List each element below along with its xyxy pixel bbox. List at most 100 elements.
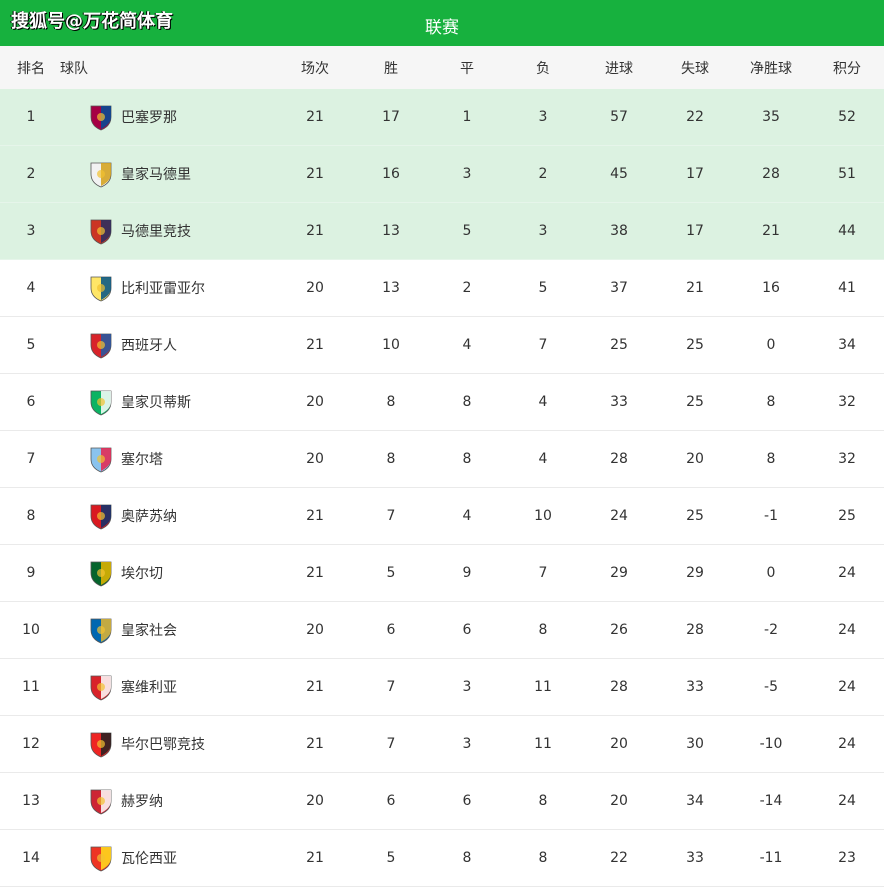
- team-cell[interactable]: 埃尔切: [88, 545, 278, 601]
- goals-for: 24: [610, 508, 628, 524]
- drawn: 1: [462, 109, 472, 125]
- table-row[interactable]: 5 西班牙人 21 10 4 7 25 25 0 34: [0, 317, 884, 374]
- table-row[interactable]: 2 皇家马德里 21 16 3 2 45 17 28 51: [0, 146, 884, 203]
- played: 21: [306, 565, 324, 581]
- team-name: 塞尔塔: [121, 452, 163, 468]
- table-row[interactable]: 6 皇家贝蒂斯 20 8 8 4 33 25 8 32: [0, 374, 884, 431]
- table-row[interactable]: 1 巴塞罗那 21 17 1 3 57 22 35 52: [0, 89, 884, 146]
- table-row[interactable]: 13 赫罗纳 20 6 6 8 20 34 -14 24: [0, 773, 884, 830]
- lost: 8: [538, 793, 548, 809]
- goal-diff: -1: [764, 508, 778, 524]
- team-name: 埃尔切: [121, 566, 163, 582]
- played: 21: [306, 223, 324, 239]
- goal-diff: 8: [766, 451, 776, 467]
- won: 5: [386, 850, 396, 866]
- won: 8: [386, 451, 396, 467]
- team-cell[interactable]: 奥萨苏纳: [88, 488, 278, 544]
- team-cell[interactable]: 塞维利亚: [88, 659, 278, 715]
- team-name: 皇家贝蒂斯: [121, 395, 191, 411]
- goal-diff: 16: [762, 280, 780, 296]
- lost: 7: [538, 337, 548, 353]
- won: 7: [386, 679, 396, 695]
- played: 21: [306, 850, 324, 866]
- rank: 1: [26, 109, 36, 125]
- lost: 11: [534, 679, 552, 695]
- goals-for: 28: [610, 679, 628, 695]
- points: 44: [838, 223, 856, 239]
- elche-crest-icon: [90, 561, 112, 587]
- goals-for: 38: [610, 223, 628, 239]
- standings-table: 1 巴塞罗那 21 17 1 3 57 22 35 52 2 皇家马德里 21 16 3 2 45 17 2…: [0, 89, 884, 887]
- page-title: 联赛: [425, 18, 459, 38]
- lost: 5: [538, 280, 548, 296]
- played: 20: [306, 451, 324, 467]
- team-cell[interactable]: 皇家马德里: [88, 146, 278, 202]
- goal-diff: 0: [766, 565, 776, 581]
- espanyol-crest-icon: [90, 333, 112, 359]
- team-cell[interactable]: 赫罗纳: [88, 773, 278, 829]
- goals-against: 25: [686, 394, 704, 410]
- team-cell[interactable]: 巴塞罗那: [88, 89, 278, 145]
- col-header-lost: 负: [536, 60, 550, 77]
- top-bar: 搜狐号@万花简体育 联赛: [0, 0, 884, 46]
- col-header-won: 胜: [384, 60, 398, 77]
- team-cell[interactable]: 西班牙人: [88, 317, 278, 373]
- goal-diff: 21: [762, 223, 780, 239]
- lost: 8: [538, 850, 548, 866]
- points: 52: [838, 109, 856, 125]
- won: 8: [386, 394, 396, 410]
- barcelona-crest-icon: [90, 105, 112, 131]
- table-row[interactable]: 8 奥萨苏纳 21 7 4 10 24 25 -1 25: [0, 488, 884, 545]
- lost: 3: [538, 109, 548, 125]
- real-sociedad-crest-icon: [90, 618, 112, 644]
- points: 41: [838, 280, 856, 296]
- goals-for: 45: [610, 166, 628, 182]
- rank: 2: [26, 166, 36, 182]
- lost: 7: [538, 565, 548, 581]
- col-header-team: 球队: [60, 60, 88, 77]
- col-header-goals-for: 进球: [605, 60, 633, 77]
- team-cell[interactable]: 瓦伦西亚: [88, 830, 278, 886]
- points: 24: [838, 565, 856, 581]
- watermark: 搜狐号@万花简体育: [11, 11, 173, 32]
- team-cell[interactable]: 马德里竞技: [88, 203, 278, 259]
- table-row[interactable]: 12 毕尔巴鄂竞技 21 7 3 11 20 30 -10 24: [0, 716, 884, 773]
- rank: 14: [22, 850, 40, 866]
- team-name: 比利亚雷亚尔: [121, 281, 205, 297]
- table-row[interactable]: 11 塞维利亚 21 7 3 11 28 33 -5 24: [0, 659, 884, 716]
- team-cell[interactable]: 比利亚雷亚尔: [88, 260, 278, 316]
- drawn: 4: [462, 337, 472, 353]
- team-cell[interactable]: 皇家社会: [88, 602, 278, 658]
- team-cell[interactable]: 塞尔塔: [88, 431, 278, 487]
- won: 16: [382, 166, 400, 182]
- table-row[interactable]: 7 塞尔塔 20 8 8 4 28 20 8 32: [0, 431, 884, 488]
- rank: 3: [26, 223, 36, 239]
- table-row[interactable]: 10 皇家社会 20 6 6 8 26 28 -2 24: [0, 602, 884, 659]
- team-name: 赫罗纳: [121, 794, 163, 810]
- table-row[interactable]: 4 比利亚雷亚尔 20 13 2 5 37 21 16 41: [0, 260, 884, 317]
- goals-against: 33: [686, 679, 704, 695]
- drawn: 2: [462, 280, 472, 296]
- won: 13: [382, 280, 400, 296]
- team-cell[interactable]: 毕尔巴鄂竞技: [88, 716, 278, 772]
- team-cell[interactable]: 皇家贝蒂斯: [88, 374, 278, 430]
- goal-diff: -11: [759, 850, 783, 866]
- table-row[interactable]: 3 马德里竞技 21 13 5 3 38 17 21 44: [0, 203, 884, 260]
- table-row[interactable]: 14 瓦伦西亚 21 5 8 8 22 33 -11 23: [0, 830, 884, 887]
- table-row[interactable]: 9 埃尔切 21 5 9 7 29 29 0 24: [0, 545, 884, 602]
- goals-against: 25: [686, 508, 704, 524]
- celta-crest-icon: [90, 447, 112, 473]
- rank: 10: [22, 622, 40, 638]
- team-name: 马德里竞技: [121, 224, 191, 240]
- goals-against: 20: [686, 451, 704, 467]
- goals-against: 22: [686, 109, 704, 125]
- goals-for: 57: [610, 109, 628, 125]
- goal-diff: 0: [766, 337, 776, 353]
- played: 20: [306, 622, 324, 638]
- rank: 12: [22, 736, 40, 752]
- played: 21: [306, 679, 324, 695]
- points: 32: [838, 451, 856, 467]
- drawn: 3: [462, 679, 472, 695]
- col-header-rank: 排名: [17, 60, 45, 77]
- col-header-goal-diff: 净胜球: [750, 60, 792, 77]
